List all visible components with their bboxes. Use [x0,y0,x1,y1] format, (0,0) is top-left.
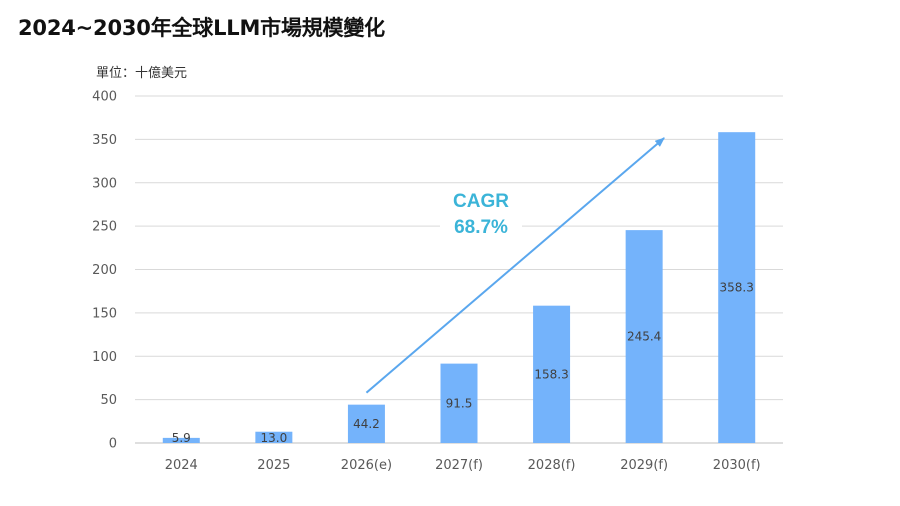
data-label: 358.3 [720,281,754,295]
y-tick-label: 0 [109,437,117,452]
bar [533,305,571,443]
data-labels: 5.9 13.0 44.2 91.5 158.3 245.4 358.3 [172,281,754,445]
x-tick-label: 2029(f) [620,458,668,473]
y-tick-label: 400 [92,90,117,105]
bar [347,404,385,443]
cagr-value: 68.7% [454,217,508,238]
y-tick-label: 350 [92,133,117,148]
x-axis: 2024 2025 2026(e) 2027(f) 2028(f) 2029(f) 2030… [165,458,761,473]
x-tick-label: 2026(e) [341,458,392,473]
x-tick-label: 2025 [257,458,290,473]
y-tick-label: 300 [92,176,117,191]
x-tick-label: 2024 [165,458,198,473]
y-tick-label: 200 [92,263,117,278]
data-label: 91.5 [446,396,473,410]
data-label: 158.3 [534,367,568,381]
unit-label: 單位：十億美元 [96,66,188,81]
chart-title: 2024~2030年全球LLM市場規模變化 [18,16,385,40]
bars [162,132,756,443]
bar [718,132,756,443]
data-label: 5.9 [172,431,191,445]
x-tick-label: 2028(f) [528,458,576,473]
data-label: 245.4 [627,330,661,344]
data-label: 44.2 [353,417,380,431]
bar [162,437,200,443]
y-axis: 0 50 100 150 200 250 300 350 400 [92,90,117,452]
x-tick-label: 2027(f) [435,458,483,473]
cagr-arrow [365,137,665,394]
x-tick-label: 2030(f) [713,458,761,473]
y-tick-label: 50 [100,393,117,408]
y-tick-label: 100 [92,350,117,365]
bar [440,363,478,443]
bar [625,230,663,443]
data-label: 13.0 [260,431,287,445]
y-tick-label: 250 [92,220,117,235]
annotation-background [440,188,522,238]
bar [255,431,293,443]
y-tick-label: 150 [92,306,117,321]
cagr-title: CAGR [453,191,509,212]
cagr-annotation: CAGR 68.7% [365,137,665,394]
